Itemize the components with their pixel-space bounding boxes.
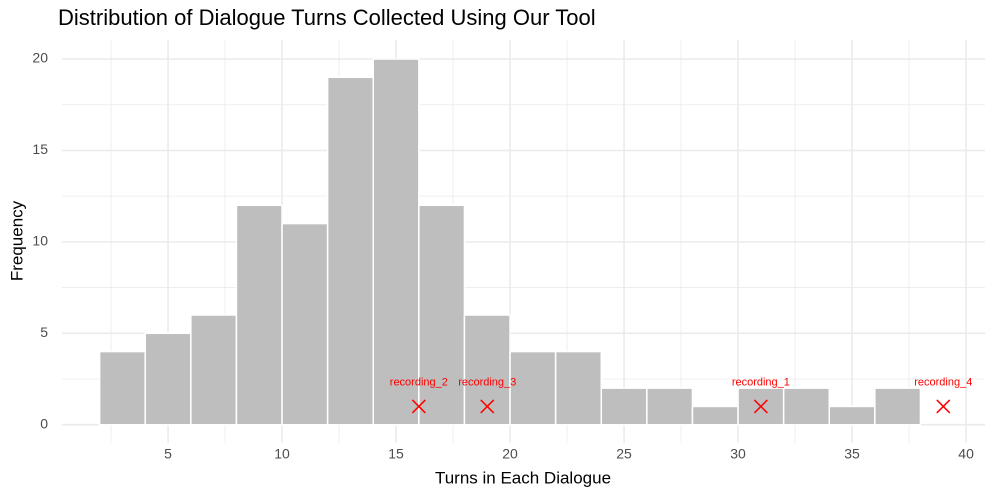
x-tick-label: 5 — [164, 446, 172, 462]
bar — [418, 204, 466, 426]
bar — [554, 350, 603, 426]
bar — [691, 405, 739, 426]
bar — [281, 222, 329, 426]
annotation-label: recording_4 — [914, 376, 972, 388]
y-tick-label: 10 — [32, 233, 48, 249]
x-tick-label: 35 — [844, 446, 860, 462]
x-tick-label: 20 — [502, 446, 518, 462]
y-axis-title: Frequency — [7, 200, 26, 281]
bar — [782, 387, 831, 426]
bar — [600, 387, 648, 426]
annotation-label: recording_2 — [390, 376, 448, 388]
x-tick-label: 40 — [958, 446, 974, 462]
bar — [874, 387, 922, 426]
x-tick-label: 30 — [730, 446, 746, 462]
y-tick-label: 5 — [40, 324, 48, 340]
x-tick-label: 25 — [616, 446, 632, 462]
bar — [98, 350, 146, 426]
annotation-label: recording_3 — [458, 376, 516, 388]
y-tick-label: 0 — [40, 415, 48, 431]
bar — [372, 58, 420, 426]
bar — [509, 350, 557, 426]
annotation-point — [480, 399, 495, 414]
chart-title: Distribution of Dialogue Turns Collected… — [58, 5, 596, 30]
annotation-label: recording_1 — [732, 376, 790, 388]
annotation-point — [753, 399, 768, 414]
marker-stroke — [936, 399, 951, 414]
annotation-point — [936, 399, 951, 414]
annotation-point — [411, 399, 426, 414]
y-tick-label: 15 — [32, 141, 48, 157]
x-tick-label: 15 — [388, 446, 404, 462]
y-tick-label: 20 — [32, 50, 48, 66]
x-tick-label: 10 — [274, 446, 290, 462]
bar — [326, 76, 374, 426]
marker-stroke — [411, 399, 426, 414]
x-axis-title: Turns in Each Dialogue — [435, 468, 611, 487]
bar — [828, 405, 876, 426]
bar — [190, 314, 238, 426]
bar — [235, 204, 283, 426]
bar — [144, 332, 192, 426]
marker-stroke — [480, 399, 495, 414]
bar — [463, 314, 511, 426]
bar — [646, 387, 694, 426]
marker-stroke — [753, 399, 768, 414]
